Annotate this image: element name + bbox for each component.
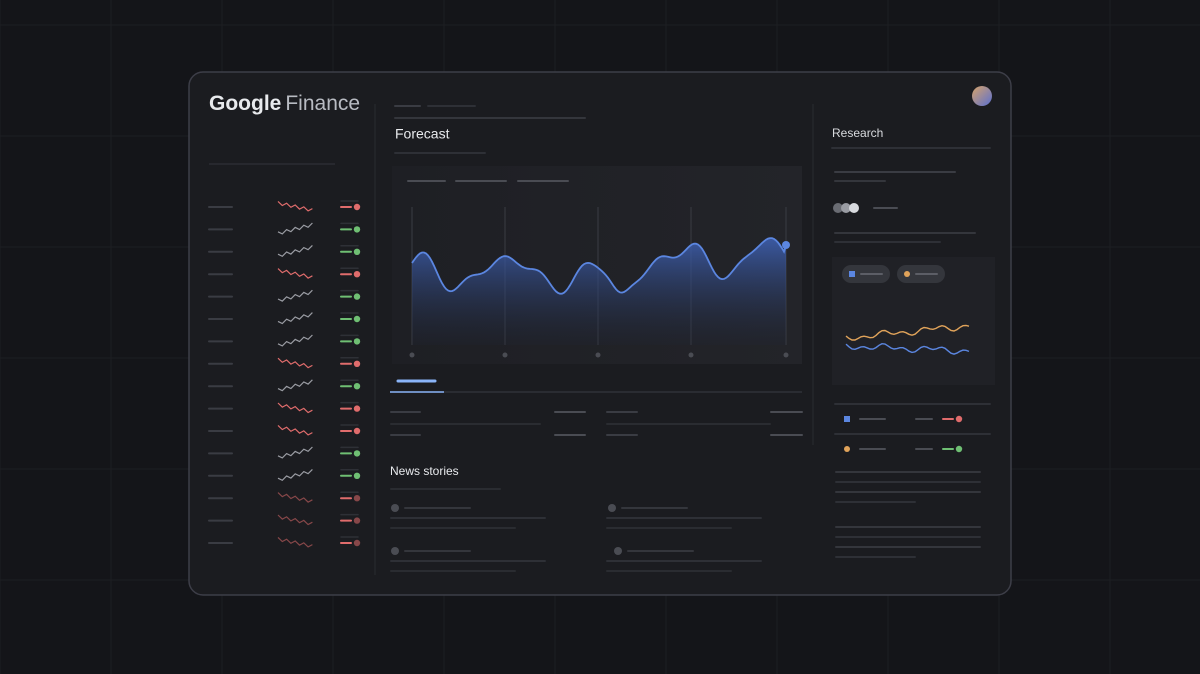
sparkline bbox=[277, 536, 313, 548]
news-source-icon bbox=[608, 504, 616, 512]
change-dot bbox=[353, 271, 361, 278]
change-dot bbox=[955, 415, 963, 423]
forecast-area bbox=[412, 238, 786, 345]
change-dot bbox=[353, 338, 361, 345]
change-dot bbox=[353, 472, 361, 479]
sparkline bbox=[277, 200, 313, 212]
chart-tick bbox=[502, 352, 508, 358]
ticker-chip bbox=[849, 203, 859, 213]
forecast-title: Forecast bbox=[395, 126, 450, 142]
sparkline bbox=[277, 402, 313, 414]
change-dot bbox=[353, 495, 361, 502]
change-dot bbox=[353, 539, 361, 547]
news-title: News stories bbox=[390, 464, 459, 478]
change-dot bbox=[353, 248, 361, 255]
sparkline bbox=[277, 492, 313, 503]
research-line bbox=[845, 324, 970, 341]
forecast-point bbox=[782, 241, 790, 249]
sparkline bbox=[277, 289, 313, 302]
chart-tick bbox=[783, 352, 789, 358]
change-dot bbox=[353, 405, 361, 412]
change-dot bbox=[353, 226, 361, 233]
legend-swatch bbox=[849, 271, 855, 277]
change-dot bbox=[353, 383, 361, 390]
avatar[interactable] bbox=[972, 86, 992, 106]
forecast-line bbox=[411, 237, 787, 295]
chart-tick bbox=[688, 352, 694, 358]
logo-product: Finance bbox=[285, 92, 360, 115]
change-dot bbox=[353, 203, 361, 211]
change-dot bbox=[955, 445, 963, 453]
chart-tick bbox=[595, 352, 601, 358]
sparkline bbox=[277, 468, 313, 482]
ticker-chip bbox=[841, 203, 851, 213]
sparkline bbox=[277, 312, 313, 325]
change-dot bbox=[353, 427, 361, 435]
sparkline bbox=[277, 424, 313, 436]
change-dot bbox=[353, 360, 361, 367]
change-dot bbox=[353, 450, 361, 457]
news-source-icon bbox=[391, 547, 399, 555]
change-dot bbox=[353, 293, 361, 300]
sparkline bbox=[277, 268, 313, 279]
news-source-icon bbox=[614, 547, 622, 555]
sparkline bbox=[277, 357, 313, 369]
sparkline bbox=[277, 244, 313, 258]
change-dot bbox=[353, 315, 361, 323]
legend-swatch bbox=[904, 271, 910, 277]
research-title: Research bbox=[832, 126, 883, 140]
legend-swatch bbox=[844, 416, 850, 422]
ticker-chip bbox=[833, 203, 843, 213]
legend-swatch bbox=[844, 446, 850, 452]
sparkline bbox=[277, 379, 313, 392]
sparkline bbox=[277, 334, 313, 347]
sparkline bbox=[277, 446, 313, 459]
logo[interactable]: Google Finance bbox=[209, 92, 360, 115]
news-source-icon bbox=[391, 504, 399, 512]
sparkline bbox=[277, 222, 313, 235]
research-line bbox=[845, 342, 970, 355]
decorations bbox=[208, 105, 991, 572]
logo-brand: Google bbox=[209, 92, 281, 115]
change-dot bbox=[353, 517, 361, 524]
sparkline bbox=[277, 514, 313, 526]
chart-tick bbox=[409, 352, 415, 358]
